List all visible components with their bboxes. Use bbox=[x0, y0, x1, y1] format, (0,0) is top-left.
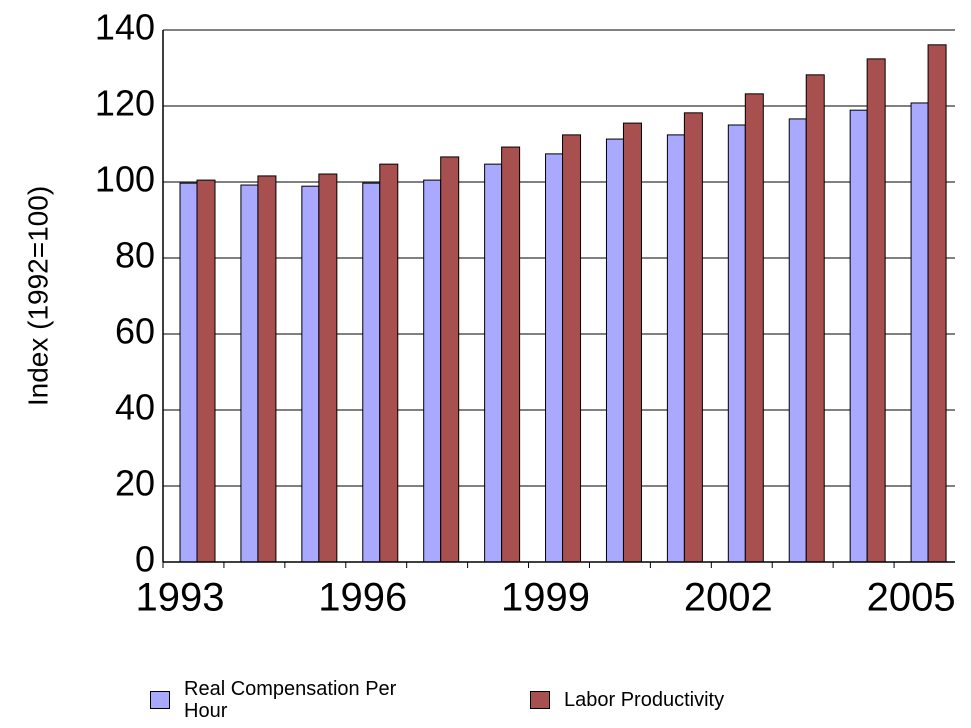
x-tick-label: 1999 bbox=[501, 576, 590, 620]
x-tick-label: 2005 bbox=[867, 576, 956, 620]
bar bbox=[257, 175, 277, 563]
bar bbox=[666, 134, 685, 563]
legend-item: Real Compensation Per Hour bbox=[150, 675, 424, 725]
bar bbox=[562, 134, 582, 563]
bar bbox=[744, 93, 764, 563]
y-tick-label: 140 bbox=[95, 7, 155, 48]
legend-swatch bbox=[530, 691, 550, 709]
legend-item: Labor Productivity bbox=[530, 675, 804, 725]
bar bbox=[622, 122, 642, 563]
y-axis-title: Index (1992=100) bbox=[22, 186, 53, 406]
bar bbox=[849, 109, 868, 563]
bar bbox=[301, 185, 320, 563]
bar bbox=[805, 74, 825, 563]
y-tick-label: 60 bbox=[115, 311, 155, 352]
x-tick-label: 1993 bbox=[136, 576, 225, 620]
x-tick-label: 1996 bbox=[318, 576, 407, 620]
bar bbox=[484, 163, 503, 563]
y-tick-label: 0 bbox=[135, 539, 155, 580]
bar bbox=[362, 182, 381, 563]
bar bbox=[605, 138, 624, 563]
chart: Index (1992=100) 0 20 40 60 80 100 120 140 1993 1… bbox=[22, 7, 956, 620]
y-tick-label: 20 bbox=[115, 463, 155, 504]
y-tick-label: 40 bbox=[115, 387, 155, 428]
y-tick-label: 80 bbox=[115, 235, 155, 276]
bar bbox=[910, 102, 929, 563]
bar bbox=[196, 179, 216, 563]
legend-swatch bbox=[150, 691, 170, 709]
bar bbox=[440, 156, 460, 563]
bar bbox=[318, 173, 338, 563]
y-tick-label: 120 bbox=[95, 83, 155, 124]
legend-label: Real Compensation Per Hour bbox=[184, 678, 397, 722]
y-tick-label: 100 bbox=[95, 159, 155, 200]
legend-label: Labor Productivity bbox=[564, 689, 725, 711]
bar bbox=[788, 118, 807, 563]
bar bbox=[683, 112, 703, 563]
bar bbox=[501, 146, 521, 563]
bar bbox=[727, 124, 746, 563]
x-tick-label: 2002 bbox=[684, 576, 773, 620]
bar bbox=[240, 184, 259, 563]
bar bbox=[545, 153, 564, 563]
bar bbox=[866, 58, 886, 563]
bar bbox=[179, 182, 198, 563]
bar bbox=[379, 163, 399, 563]
bar bbox=[927, 44, 947, 563]
bar bbox=[423, 179, 442, 563]
